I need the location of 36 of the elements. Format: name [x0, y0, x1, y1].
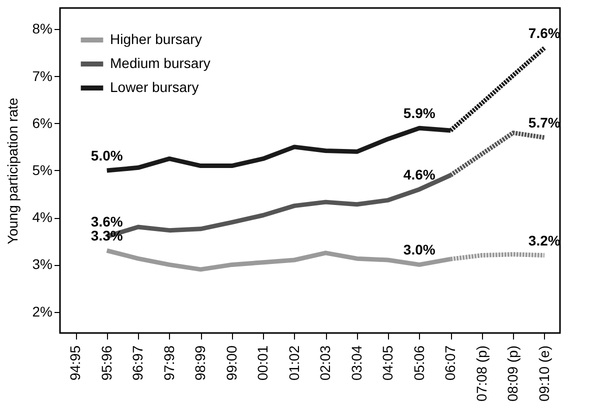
x-tick-label: 00:01	[254, 345, 271, 381]
x-tick-label: 09:10 (e)	[536, 346, 552, 402]
x-tick-label: 01:02	[286, 345, 302, 381]
annotation: 3.6%	[90, 213, 124, 230]
legend-label: Lower bursary	[110, 79, 199, 95]
x-tick-label: 08:09 (p)	[504, 346, 521, 402]
x-tick-label: 99:00	[223, 345, 240, 381]
annotation: 7.6%	[528, 25, 561, 42]
annotation: 5.7%	[528, 114, 561, 131]
y-tick-label: 2%	[32, 303, 52, 320]
x-tick-label: 94:95	[67, 345, 84, 381]
y-tick-label: 3%	[32, 256, 52, 272]
annotation: 4.6%	[403, 166, 436, 182]
annotation: 3.3%	[90, 228, 124, 244]
x-tick-label: 03:04	[348, 345, 364, 381]
annotation: 5.9%	[403, 105, 436, 122]
y-tick-label: 6%	[32, 114, 52, 131]
x-tick-label: 98:99	[192, 345, 208, 381]
x-tick-label: 07:08 (p)	[473, 346, 490, 402]
x-tick-label: 05:06	[410, 345, 427, 381]
x-tick-label: 95:96	[98, 345, 114, 381]
x-tick-label: 97:98	[160, 345, 177, 381]
x-tick-label: 06:07	[442, 345, 458, 381]
annotation: 3.2%	[528, 232, 561, 248]
x-tick-label: 02:03	[317, 345, 334, 381]
x-tick-label: 96:97	[130, 345, 146, 381]
y-tick-label: 7%	[32, 68, 52, 84]
y-tick-label: 8%	[32, 20, 52, 37]
y-tick-label: 4%	[32, 209, 52, 226]
legend-label: Higher bursary	[110, 31, 202, 47]
y-tick-label: 5%	[32, 162, 52, 178]
annotation: 5.0%	[90, 148, 124, 164]
annotation: 3.0%	[403, 242, 436, 258]
legend-label: Medium bursary	[110, 55, 210, 71]
y-axis-title: Young participation rate	[4, 97, 20, 244]
x-tick-label: 04:05	[380, 345, 396, 381]
